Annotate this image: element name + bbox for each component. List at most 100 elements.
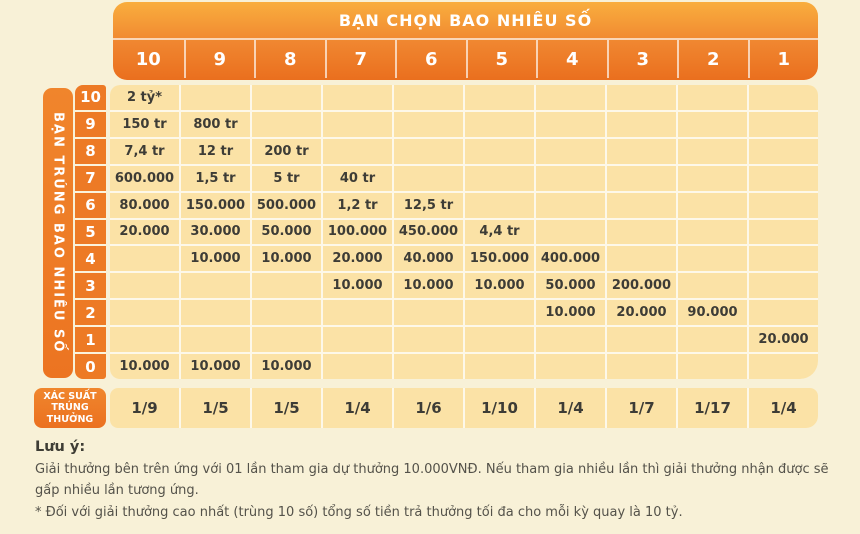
column-header: 7 [324,40,396,78]
prize-cell: 10.000 [536,300,605,326]
probability-cell: 1/7 [607,388,676,428]
prize-grid: 2 tỷ* 150 tr 800 tr 7,4 tr 12 tr 200 tr 600.00… [110,85,818,379]
column-header: 3 [606,40,678,78]
column-header: 6 [395,40,466,78]
probability-label-line: TRÚNG [51,402,89,414]
prize-cell [607,192,676,218]
row-header: 10 [75,85,106,110]
notes-title: Lưu ý: [35,439,86,455]
prize-cell [323,111,392,137]
prize-cell [394,111,463,137]
row-header: 8 [75,138,106,164]
prize-cell [749,273,818,299]
prize-cell: 5 tr [252,165,321,191]
prize-cell [465,165,534,191]
prize-cell [536,192,605,218]
prize-cell [607,138,676,164]
prize-cell [678,273,747,299]
top-header-title: BẠN CHỌN BAO NHIÊU SỐ [113,2,818,40]
prize-cell [252,273,321,299]
prize-cell [394,165,463,191]
left-header-title: BẠN TRÚNG BAO NHIÊU SỐ [50,112,66,354]
prize-cell: 10.000 [110,354,179,379]
row-header: 7 [75,165,106,191]
probability-cell: 1/5 [181,388,250,428]
prize-cell [678,111,747,137]
row-headers: 10 9 8 7 6 5 4 3 2 1 0 [75,85,106,379]
prize-cell [110,273,179,299]
prize-cell [181,273,250,299]
probability-cell: 1/17 [678,388,747,428]
prize-cell [323,354,392,379]
column-header: 9 [183,40,255,78]
prize-cell: 150.000 [181,192,250,218]
prize-cell: 2 tỷ* [110,85,179,110]
left-header-banner: BẠN TRÚNG BAO NHIÊU SỐ [43,88,73,378]
row-header: 2 [75,300,106,326]
notes-body: Giải thưởng bên trên ứng với 01 lần tham… [35,462,829,499]
prize-cell [394,138,463,164]
prize-cell: 10.000 [181,246,250,272]
prize-cell [465,192,534,218]
prize-cell [749,246,818,272]
column-header: 4 [536,40,607,78]
prize-cell [607,327,676,353]
prize-cell: 30.000 [181,219,250,245]
prize-cell [536,85,605,110]
prize-cell [749,111,818,137]
prize-cell [465,354,534,379]
prize-cell: 500.000 [252,192,321,218]
prize-cell [536,219,605,245]
prize-cell: 150.000 [465,246,534,272]
prize-cell [749,165,818,191]
prize-cell [252,300,321,326]
prize-cell: 80.000 [110,192,179,218]
column-header: 10 [135,48,161,70]
prize-cell: 1,2 tr [323,192,392,218]
prize-cell [536,165,605,191]
prize-cell [678,85,747,110]
row-header: 3 [75,273,106,299]
prize-cell [536,111,605,137]
prize-cell [465,138,534,164]
prize-cell [394,327,463,353]
prize-cell: 20.000 [749,327,818,353]
prize-cell: 20.000 [323,246,392,272]
top-header-columns: 10 9 8 7 6 5 4 3 2 1 [113,40,818,78]
prize-cell [465,300,534,326]
probability-cell: 1/4 [323,388,392,428]
prize-cell [749,354,818,379]
prize-cell: 10.000 [465,273,534,299]
prize-cell [465,85,534,110]
prize-cell [678,219,747,245]
prize-cell [678,192,747,218]
prize-cell: 10.000 [181,354,250,379]
prize-cell [181,327,250,353]
prize-cell [678,327,747,353]
prize-cell [323,138,392,164]
row-header: 0 [75,354,106,379]
prize-cell: 450.000 [394,219,463,245]
prize-cell [607,165,676,191]
prize-cell: 400.000 [536,246,605,272]
row-header: 9 [75,111,106,137]
row-header: 5 [75,219,106,245]
probability-label-line: XÁC SUẤT [43,390,97,402]
prize-cell: 50.000 [536,273,605,299]
prize-cell [607,111,676,137]
probability-cell: 1/10 [465,388,534,428]
prize-cell [749,85,818,110]
top-header: BẠN CHỌN BAO NHIÊU SỐ 10 9 8 7 6 5 4 3 2 1 [113,2,818,80]
row-header: 4 [75,246,106,272]
prize-cell: 50.000 [252,219,321,245]
probability-cell: 1/4 [536,388,605,428]
column-header: 5 [465,40,537,78]
prize-cell: 200 tr [252,138,321,164]
prize-cell [394,85,463,110]
column-header: 2 [677,40,748,78]
prize-cell [465,327,534,353]
prize-cell: 800 tr [181,111,250,137]
prize-cell: 4,4 tr [465,219,534,245]
prize-cell [394,300,463,326]
